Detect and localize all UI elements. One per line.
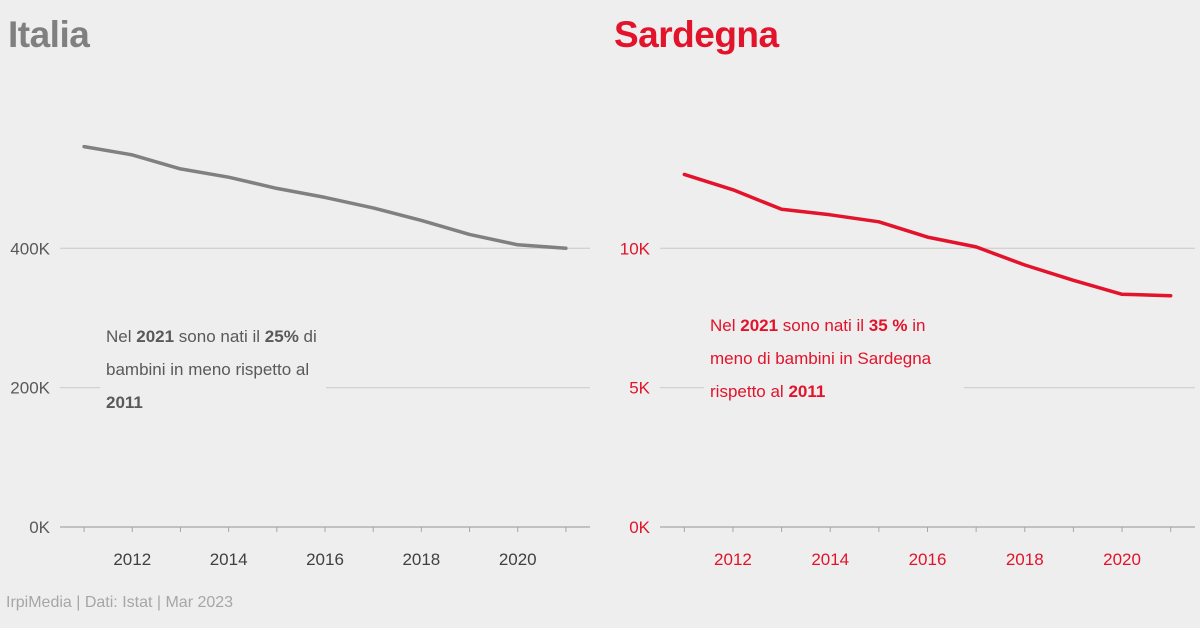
- x-tick-label: 2018: [402, 550, 440, 569]
- x-tick-label: 2020: [499, 550, 537, 569]
- annotation-text: di bambini in meno rispetto al: [106, 327, 317, 379]
- annotation: Nel 2021 sono nati il 25% di bambini in …: [100, 320, 326, 419]
- y-tick-label: 400K: [10, 239, 50, 258]
- y-tick-label: 10K: [620, 239, 651, 258]
- chart-sardegna: 0K 5K 10K 2012 2014 2016 2018 2020: [620, 172, 1195, 569]
- annotation-percentage: 25%: [264, 327, 299, 346]
- x-tick-label: 2016: [909, 550, 947, 569]
- chart-title: Italia: [8, 14, 90, 55]
- x-tick-label: 2014: [210, 550, 248, 569]
- panel-italia: 0K 200K 400K 2012 2014 2016 2018 2020 Italia Ne…: [8, 14, 590, 569]
- panel-sardegna: 0K 5K 10K 2012 2014 2016 2018 2020 Sardegna Nel…: [600, 0, 1200, 628]
- annotation-text: sono nati il: [174, 327, 265, 346]
- x-tick-label: 2014: [811, 550, 849, 569]
- series-line: [682, 172, 1173, 298]
- annotation-text: in meno di bambini in Sardegna rispetto …: [710, 316, 932, 401]
- annotation-year-2021: 2021: [740, 316, 779, 335]
- annotation-year-2011: 2011: [788, 382, 826, 401]
- annotation-text: sono nati il: [778, 316, 869, 335]
- y-tick-label: 0K: [629, 518, 650, 537]
- x-tick-label: 2020: [1103, 550, 1141, 569]
- y-tick-label: 200K: [10, 379, 50, 398]
- series-line: [82, 144, 568, 251]
- x-tick-label: 2012: [714, 550, 752, 569]
- annotation-year-2011: 2011: [106, 393, 143, 412]
- annotation-text: Nel: [106, 327, 137, 346]
- x-tick-label: 2018: [1006, 550, 1044, 569]
- annotation-year-2021: 2021: [136, 327, 175, 346]
- annotation-text: Nel: [710, 316, 741, 335]
- y-tick-label: 5K: [629, 379, 650, 398]
- x-tick-label: 2012: [113, 550, 151, 569]
- annotation-percentage: 35 %: [868, 316, 908, 335]
- annotation: Nel 2021 sono nati il 35 % in meno di ba…: [704, 309, 964, 408]
- x-tick-label: 2016: [306, 550, 344, 569]
- chart-italia: 0K 200K 400K 2012 2014 2016 2018 2020: [10, 144, 590, 569]
- y-tick-label: 0K: [29, 518, 50, 537]
- source-note: IrpiMedia | Dati: Istat | Mar 2023: [6, 594, 234, 611]
- chart-title: Sardegna: [614, 14, 779, 55]
